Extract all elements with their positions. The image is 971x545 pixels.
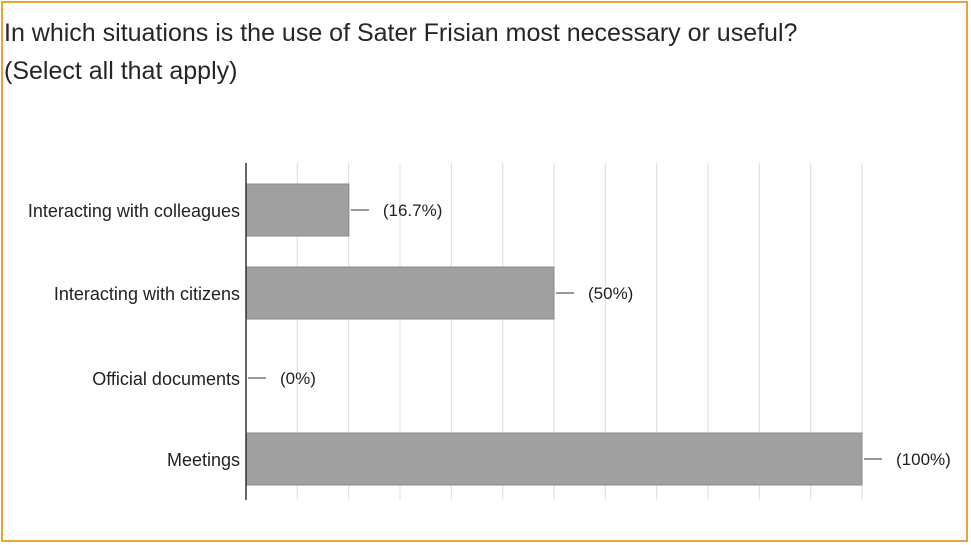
category-label: Meetings [167, 450, 240, 470]
chart-title: In which situations is the use of Sater … [4, 14, 954, 90]
category-label: Interacting with citizens [54, 284, 240, 304]
bars [245, 183, 882, 486]
category-label: Official documents [92, 369, 240, 389]
value-label: (16.7%) [383, 201, 443, 220]
bar [245, 183, 350, 237]
title-line-2: (Select all that apply) [4, 57, 238, 85]
category-label: Interacting with colleagues [28, 201, 240, 221]
value-label: (50%) [588, 284, 633, 303]
bar [245, 266, 555, 320]
bar [245, 432, 863, 486]
title-line-1: In which situations is the use of Sater … [4, 19, 798, 47]
value-label: (0%) [280, 369, 316, 388]
labels: (16.7%) Interacting with colleagues (50%) I… [28, 201, 951, 470]
value-label: (100%) [896, 450, 951, 469]
